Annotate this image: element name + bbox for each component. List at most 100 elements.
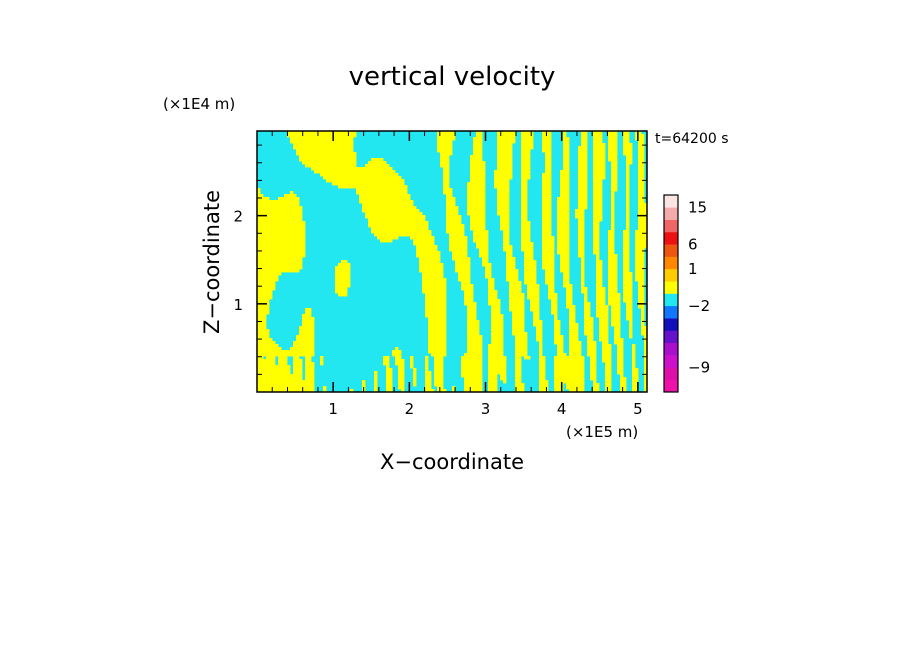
field-cell-positive [329,131,333,183]
field-cell-positive [452,131,456,141]
x-tick-label: 1 [328,400,338,418]
field-cell-positive [644,203,647,249]
field-cell-positive [527,221,531,300]
field-cell-positive [527,356,531,360]
field-cell-positive [263,359,267,392]
field-cell-positive [521,293,525,357]
field-cell-positive [440,263,444,392]
field-cell-positive [563,131,567,288]
field-cell-positive [542,131,546,153]
field-cell-positive [449,131,453,156]
field-cell-positive [554,293,558,345]
field-cell-positive [608,230,612,306]
field-cell-positive [500,314,504,381]
field-cell-positive [431,236,435,357]
field-cell-positive [614,254,618,345]
field-cell-positive [494,170,498,189]
colorbar-swatch [664,367,678,380]
field-cell-positive [374,158,378,237]
field-cell-positive [266,197,270,315]
field-cell-positive [578,146,582,258]
field-cell-positive [269,338,273,392]
field-cell-positive [611,131,615,327]
colorbar-swatch [664,219,678,233]
field-cell-positive [488,263,492,306]
field-cell-positive [311,317,315,357]
field-cell-positive [323,131,327,180]
field-cell-positive [641,134,645,336]
field-cell-positive [566,356,570,390]
field-cell-positive [395,173,399,240]
velocity-field [257,131,647,392]
field-cell-positive [404,185,408,237]
field-cell-positive [290,374,294,392]
field-cell-positive [443,278,447,357]
colorbar-label: 15 [688,198,707,216]
field-cell-positive [560,335,564,392]
field-cell-positive [557,197,561,255]
field-cell-positive [629,143,633,165]
field-cell-positive [605,305,609,392]
field-cell-positive [578,341,582,392]
field-cell-positive [614,131,618,192]
field-cell-positive [320,356,324,366]
field-cell-positive [539,320,543,392]
field-cell-positive [473,302,477,392]
field-cell-positive [449,188,453,252]
field-cell-positive [419,212,423,273]
field-cell-positive [383,161,387,243]
field-cell-positive [536,284,540,342]
field-cell-positive [338,131,342,189]
field-cell-positive [599,131,603,222]
field-cell-positive [272,200,276,291]
field-cell-positive [545,131,549,285]
plot-frame [256,130,648,393]
field-cell-positive [389,368,393,392]
field-cell-positive [527,131,531,180]
field-cell-positive [470,155,474,231]
field-cell-positive [365,164,369,219]
colorbar-swatch [664,330,678,344]
field-cell-positive [299,326,303,357]
field-cell-positive [497,299,501,375]
field-cell-positive [596,131,600,318]
field-cell-positive [482,161,486,267]
field-cell-positive [602,287,606,363]
field-cell-positive [311,362,315,392]
field-cell-positive [590,317,594,381]
field-cell-positive [362,167,366,213]
field-cell-positive [521,131,525,252]
chart-title: vertical velocity [349,62,556,92]
field-cell-positive [308,131,312,168]
field-cell-positive [389,167,393,243]
y-ticks: 12 [233,144,647,375]
field-cell-positive [425,221,429,318]
field-cell-positive [635,368,639,392]
field-cell-positive [269,200,273,300]
field-cell-positive [503,356,507,384]
field-cell-positive [314,131,318,174]
field-cell-positive [509,245,513,312]
colorbar-label: 6 [688,235,698,253]
field-cell-positive [407,194,411,237]
field-cell-positive [506,131,510,282]
field-cell-positive [452,386,456,392]
field-cell-positive [500,131,504,231]
field-cell-positive [284,194,288,273]
field-cell-positive [275,200,279,282]
field-cell-positive [584,131,588,210]
field-cell-positive [428,371,432,392]
field-cell-positive [473,137,477,243]
field-cell-positive [359,167,363,204]
field-cell-positive [413,206,417,246]
field-cell-positive [623,377,627,392]
field-cell-positive [287,194,291,273]
field-cell-positive [335,266,339,294]
field-cell-positive [524,332,528,360]
field-cell-positive [344,131,348,189]
field-cell-positive [392,350,396,357]
field-cell-positive [443,389,447,392]
field-cell-positive [587,302,591,357]
field-cell-positive [392,170,396,240]
